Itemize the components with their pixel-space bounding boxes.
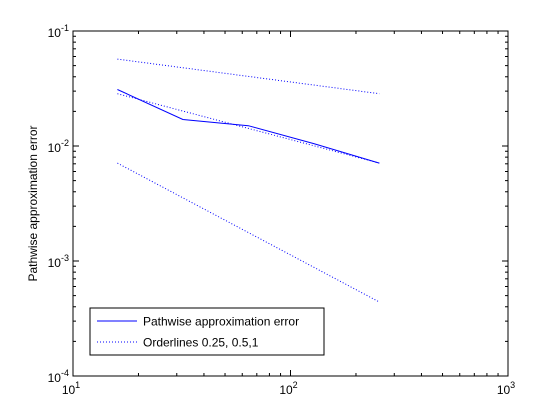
orderline-1 xyxy=(117,58,380,95)
y-axis-label: Pathwise approximation error xyxy=(26,125,40,281)
y-tick-label: 10-3 xyxy=(48,253,69,270)
legend-entry-orderlines: Orderlines 0.25, 0.5,1 xyxy=(143,336,259,350)
axis-ticks: 101 102 103 10-4 10-3 10-2 10-1 xyxy=(48,23,516,397)
y-tick-label: 10-4 xyxy=(48,368,69,385)
series-layer xyxy=(117,58,380,303)
error-series-line xyxy=(117,89,380,164)
legend-entry-error: Pathwise approximation error xyxy=(143,315,299,329)
legend-box xyxy=(89,307,325,356)
orderline-2 xyxy=(117,93,380,164)
y-tick-label: 10-1 xyxy=(48,23,69,40)
x-tick-label: 102 xyxy=(279,380,297,397)
y-tick-label: 10-2 xyxy=(48,138,69,155)
legend: Pathwise approximation error Orderlines … xyxy=(89,307,325,356)
x-tick-label: 103 xyxy=(497,380,515,397)
x-tick-label: 101 xyxy=(62,380,80,397)
